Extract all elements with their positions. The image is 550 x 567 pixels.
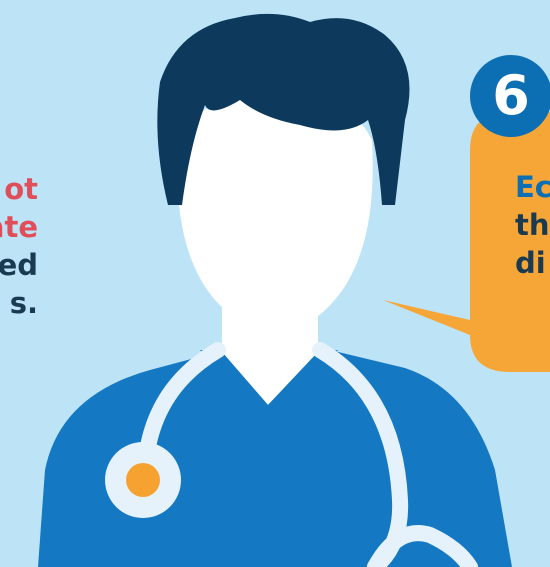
left-caption: ot ate ed s. — [0, 170, 38, 322]
v-collar — [200, 350, 338, 440]
left-caption-line-2: ate — [0, 210, 38, 244]
step-number: 6 — [492, 64, 530, 127]
face — [177, 84, 373, 333]
speech-bubble — [383, 112, 550, 372]
bubble-caption-line-3: di — [515, 246, 546, 280]
bubble-caption: Ec th di — [515, 168, 550, 282]
stethoscope-earpiece — [367, 525, 478, 567]
hair — [157, 13, 410, 206]
left-caption-line-1: ot — [4, 172, 38, 206]
bubble-caption-line-2: th — [515, 208, 550, 242]
left-caption-line-3: ed — [0, 248, 38, 282]
stethoscope-bell-center — [126, 463, 160, 497]
step-number-badge: 6 — [470, 55, 550, 137]
left-caption-line-4: s. — [9, 286, 38, 320]
bubble-caption-line-1: Ec — [515, 170, 550, 204]
